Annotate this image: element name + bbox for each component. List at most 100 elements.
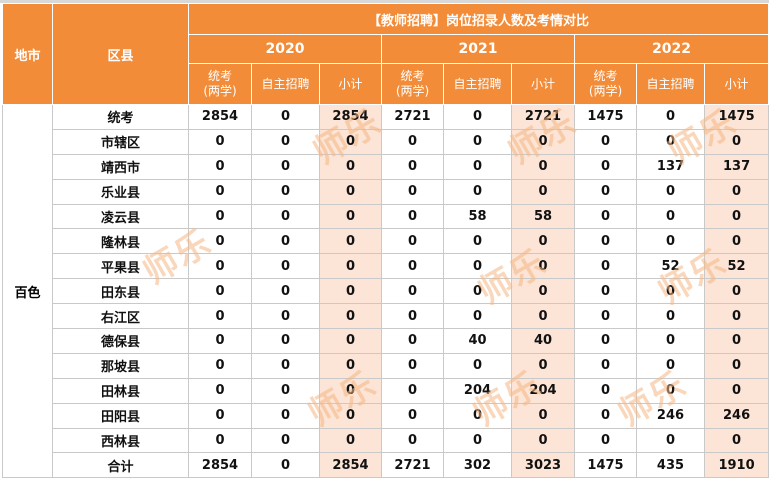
value-cell[interactable]: 0: [443, 253, 512, 280]
value-cell[interactable]: 0: [703, 352, 769, 379]
value-cell[interactable]: 0: [703, 128, 769, 155]
value-cell[interactable]: 0: [636, 303, 705, 330]
value-cell[interactable]: 435: [636, 452, 705, 479]
value-cell[interactable]: 1475: [574, 452, 637, 479]
value-cell[interactable]: 0: [636, 104, 705, 130]
value-cell[interactable]: 0: [319, 253, 382, 280]
value-cell[interactable]: 0: [511, 253, 575, 280]
value-cell[interactable]: 0: [381, 427, 444, 454]
district-cell[interactable]: 田林县: [52, 377, 189, 404]
value-cell[interactable]: 0: [443, 153, 512, 180]
value-cell[interactable]: 0: [319, 427, 382, 454]
sub-header-2022-2[interactable]: 小计: [703, 63, 769, 105]
header-city[interactable]: 地市: [2, 3, 53, 105]
district-cell[interactable]: 平果县: [52, 253, 189, 280]
value-cell[interactable]: 0: [574, 427, 637, 454]
value-cell[interactable]: 0: [511, 352, 575, 379]
year-header-2021[interactable]: 2021: [381, 34, 575, 64]
district-cell[interactable]: 市辖区: [52, 128, 189, 155]
value-cell[interactable]: 0: [381, 253, 444, 280]
value-cell[interactable]: 0: [188, 253, 252, 280]
district-cell[interactable]: 德保县: [52, 328, 189, 354]
value-cell[interactable]: 0: [381, 377, 444, 404]
value-cell[interactable]: 0: [574, 178, 637, 205]
value-cell[interactable]: 0: [188, 278, 252, 305]
value-cell[interactable]: 302: [443, 452, 512, 479]
value-cell[interactable]: 0: [703, 328, 769, 354]
value-cell[interactable]: 0: [381, 303, 444, 330]
value-cell[interactable]: 0: [443, 178, 512, 205]
value-cell[interactable]: 0: [574, 278, 637, 305]
value-cell[interactable]: 0: [319, 352, 382, 379]
value-cell[interactable]: 0: [381, 203, 444, 230]
value-cell[interactable]: 0: [636, 427, 705, 454]
value-cell[interactable]: 0: [703, 278, 769, 305]
district-cell[interactable]: 那坡县: [52, 352, 189, 379]
year-header-2022[interactable]: 2022: [573, 34, 769, 64]
value-cell[interactable]: 0: [251, 427, 320, 454]
sub-header-2022-1[interactable]: 自主招聘: [636, 63, 705, 105]
value-cell[interactable]: 0: [188, 153, 252, 180]
value-cell[interactable]: 52: [636, 253, 705, 280]
value-cell[interactable]: 0: [574, 402, 637, 429]
value-cell[interactable]: 0: [381, 153, 444, 180]
value-cell[interactable]: 0: [251, 452, 320, 479]
value-cell[interactable]: 0: [251, 253, 320, 280]
region-cell[interactable]: 百色: [2, 103, 53, 479]
value-cell[interactable]: 0: [381, 402, 444, 429]
sub-header-2020-1[interactable]: 自主招聘: [251, 63, 320, 105]
value-cell[interactable]: 0: [381, 352, 444, 379]
sub-header-2020-2[interactable]: 小计: [319, 63, 382, 105]
value-cell[interactable]: 0: [511, 228, 575, 255]
value-cell[interactable]: 0: [443, 427, 512, 454]
district-cell[interactable]: 田阳县: [52, 402, 189, 429]
value-cell[interactable]: 0: [251, 328, 320, 354]
value-cell[interactable]: 0: [703, 377, 769, 404]
district-cell[interactable]: 靖西市: [52, 153, 189, 180]
value-cell[interactable]: 0: [188, 352, 252, 379]
value-cell[interactable]: 204: [511, 377, 575, 404]
value-cell[interactable]: 0: [636, 228, 705, 255]
value-cell[interactable]: 0: [319, 203, 382, 230]
value-cell[interactable]: 0: [251, 153, 320, 180]
value-cell[interactable]: 0: [188, 427, 252, 454]
value-cell[interactable]: 0: [319, 377, 382, 404]
value-cell[interactable]: 246: [636, 402, 705, 429]
value-cell[interactable]: 0: [636, 328, 705, 354]
value-cell[interactable]: 0: [188, 377, 252, 404]
value-cell[interactable]: 0: [443, 128, 512, 155]
value-cell[interactable]: 0: [511, 402, 575, 429]
district-cell[interactable]: 右江区: [52, 303, 189, 330]
value-cell[interactable]: 0: [574, 352, 637, 379]
value-cell[interactable]: 2854: [319, 452, 382, 479]
value-cell[interactable]: 40: [443, 328, 512, 354]
value-cell[interactable]: 58: [443, 203, 512, 230]
value-cell[interactable]: 0: [381, 328, 444, 354]
value-cell[interactable]: 0: [319, 303, 382, 330]
value-cell[interactable]: 0: [574, 153, 637, 180]
value-cell[interactable]: 3023: [511, 452, 575, 479]
value-cell[interactable]: 0: [188, 128, 252, 155]
value-cell[interactable]: 52: [703, 253, 769, 280]
value-cell[interactable]: 0: [443, 104, 512, 130]
value-cell[interactable]: 0: [319, 178, 382, 205]
value-cell[interactable]: 246: [703, 402, 769, 429]
sub-header-2021-0[interactable]: 统考 (两学): [381, 63, 444, 105]
value-cell[interactable]: 0: [703, 178, 769, 205]
value-cell[interactable]: 0: [511, 153, 575, 180]
value-cell[interactable]: 0: [188, 228, 252, 255]
value-cell[interactable]: 0: [636, 278, 705, 305]
district-cell[interactable]: 合计: [52, 452, 189, 479]
value-cell[interactable]: 2721: [511, 104, 575, 130]
value-cell[interactable]: 40: [511, 328, 575, 354]
value-cell[interactable]: 0: [251, 352, 320, 379]
value-cell[interactable]: 204: [443, 377, 512, 404]
value-cell[interactable]: 0: [636, 178, 705, 205]
value-cell[interactable]: 0: [251, 402, 320, 429]
district-cell[interactable]: 西林县: [52, 427, 189, 454]
value-cell[interactable]: 137: [636, 153, 705, 180]
value-cell[interactable]: 0: [636, 128, 705, 155]
value-cell[interactable]: 1475: [574, 104, 637, 130]
value-cell[interactable]: 0: [319, 228, 382, 255]
value-cell[interactable]: 0: [188, 328, 252, 354]
